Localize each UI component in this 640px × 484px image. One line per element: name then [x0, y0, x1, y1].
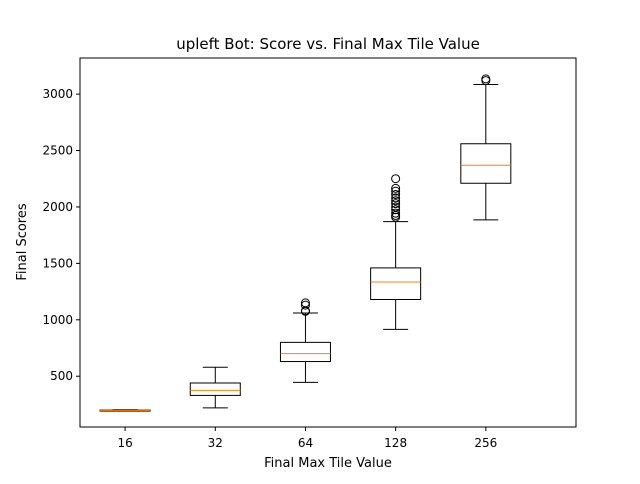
x-axis: 16 32 64 128 256	[117, 427, 497, 450]
y-axis: 500 1000 1500 2000 2500 3000	[42, 87, 80, 383]
x-axis-label: Final Max Tile Value	[264, 456, 392, 471]
outlier-point	[391, 174, 401, 184]
outlier-point	[391, 208, 401, 218]
y-tick-label: 500	[50, 369, 73, 383]
outlier-point	[391, 199, 401, 209]
iqr-box	[370, 267, 422, 300]
y-axis-label: Final Scores	[15, 203, 30, 281]
outlier-point	[391, 190, 401, 200]
x-tick-label: 16	[117, 436, 132, 450]
y-tick-label: 3000	[42, 87, 73, 101]
y-tick-label: 1000	[42, 313, 73, 327]
plot-area	[99, 74, 512, 412]
box-group-128	[370, 174, 422, 330]
outlier-point	[391, 196, 401, 206]
y-tick-label: 1500	[42, 256, 73, 270]
y-tick-label: 2000	[42, 200, 73, 214]
box-group-64	[279, 298, 331, 383]
x-tick-label: 64	[298, 436, 313, 450]
y-tick-label: 2500	[42, 144, 73, 158]
outlier-point	[391, 202, 401, 212]
outlier-point	[391, 205, 401, 215]
x-tick-label: 32	[208, 436, 223, 450]
chart-title: upleft Bot: Score vs. Final Max Tile Val…	[176, 35, 480, 53]
x-tick-label: 128	[384, 436, 407, 450]
outlier-point	[300, 300, 310, 310]
outlier-point	[481, 74, 491, 84]
iqr-box	[189, 382, 241, 396]
box-group-32	[189, 366, 241, 409]
iqr-box	[460, 143, 512, 184]
x-tick-label: 256	[474, 436, 497, 450]
outlier-point	[391, 193, 401, 203]
outlier-point	[300, 298, 310, 308]
box-group-256	[460, 74, 512, 221]
iqr-box	[279, 341, 331, 363]
outlier-point	[391, 186, 401, 196]
axes-frame	[79, 57, 577, 428]
outlier-point	[391, 183, 401, 193]
box-group-16	[99, 409, 151, 412]
